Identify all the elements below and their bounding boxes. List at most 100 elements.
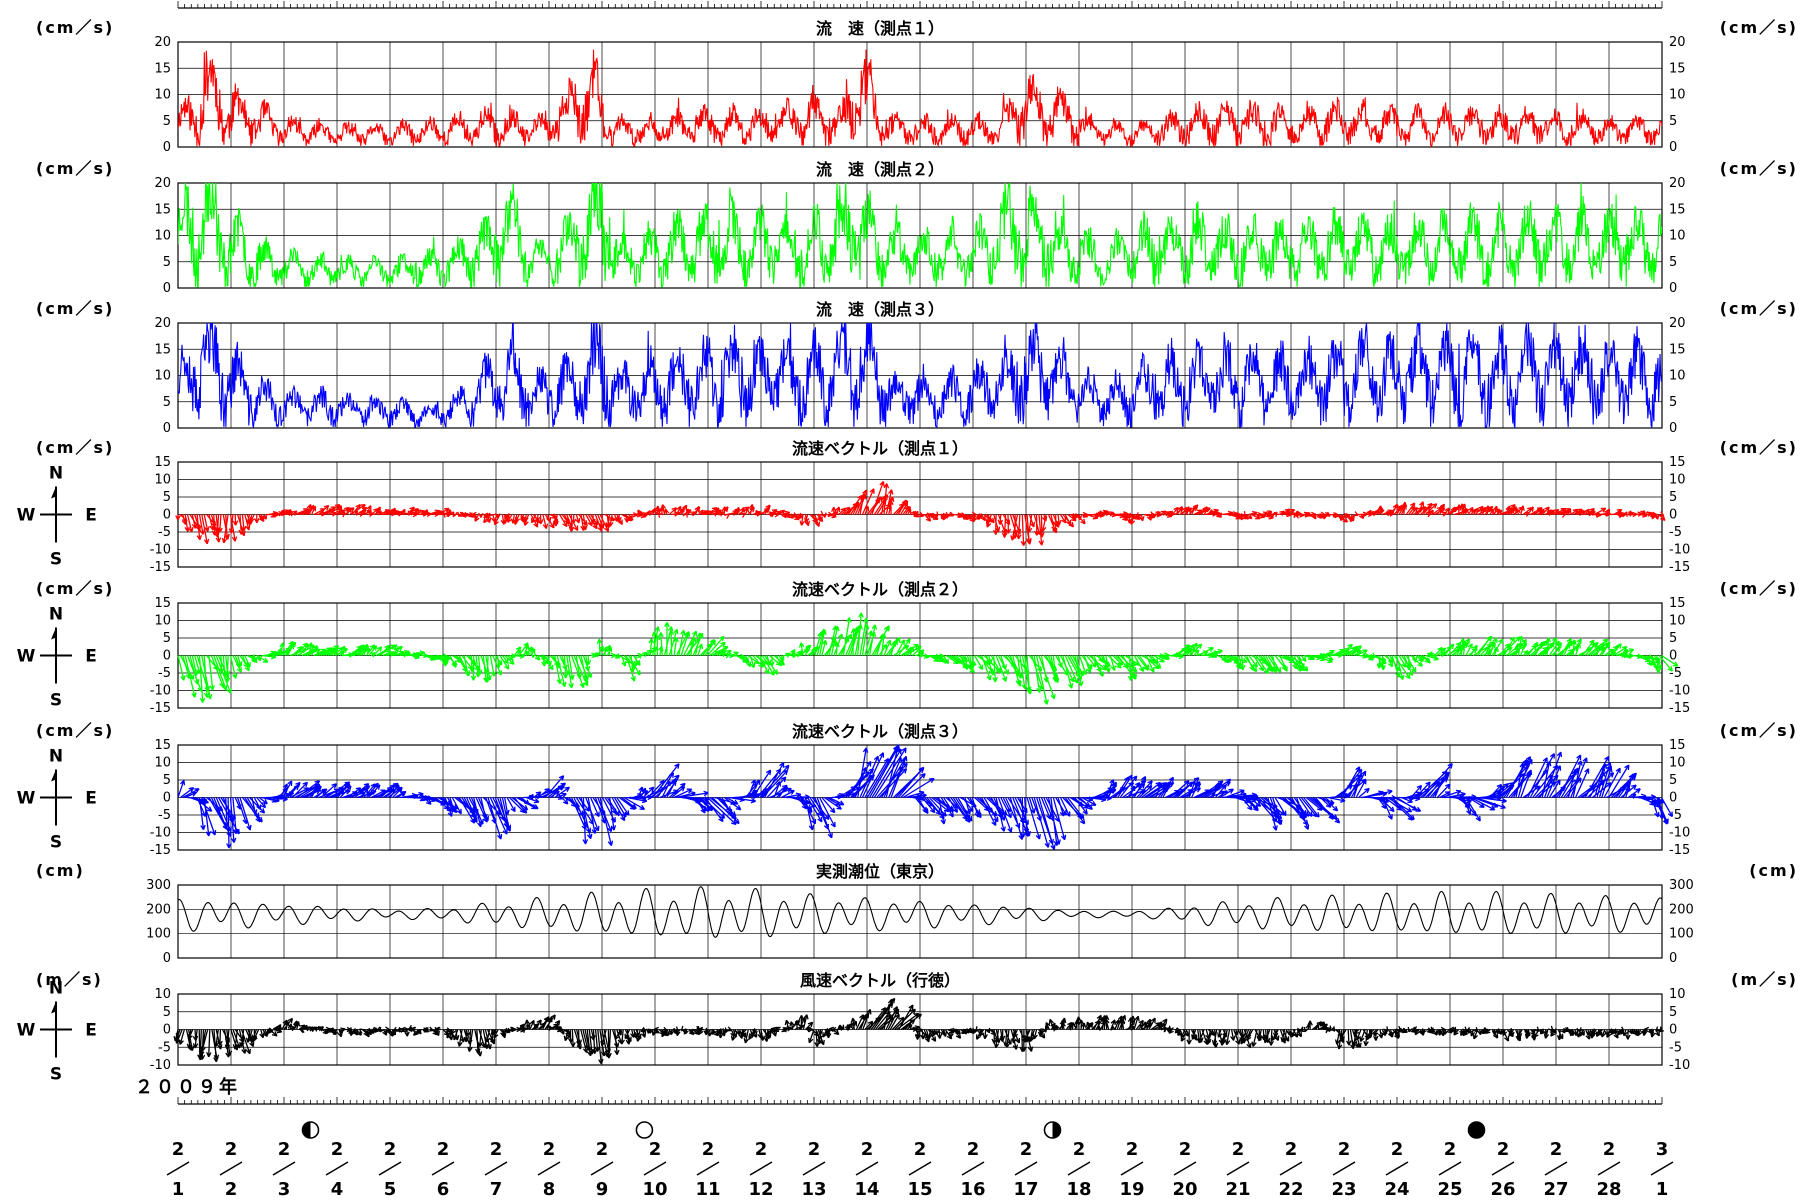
y-tick-label-left: 15 — [154, 596, 171, 611]
y-tick-label-left: 15 — [154, 61, 171, 76]
date-month: 2 — [861, 1139, 874, 1160]
date-separator — [908, 1161, 932, 1176]
y-tick-label-left: -10 — [150, 684, 171, 699]
y-tick-label-right: -5 — [1669, 1040, 1682, 1055]
grid-tide — [178, 884, 1662, 959]
y-tick-label-left: -5 — [158, 525, 171, 540]
date-label: 2 20 — [1172, 1139, 1197, 1200]
compass-rose: N S W E — [17, 605, 97, 711]
panel-speed2: 0 0 5 5 10 10 15 15 20 20 流 速（測点２） (cm／s) (cm／s) — [36, 159, 1796, 296]
date-label: 23 — [272, 1139, 296, 1200]
y-tick-label-right: 0 — [1669, 1023, 1677, 1038]
data-layer-tide — [178, 886, 1662, 938]
y-tick-label-left: 10 — [154, 756, 171, 771]
y-tick-label-left: 10 — [154, 473, 171, 488]
date-month: 2 — [649, 1139, 662, 1160]
panel-wind: -10 -10 -5 -5 0 0 5 5 10 10 風速ベクトル（行徳） (m／s) (m／s) — [36, 970, 1798, 1073]
date-label: 2 10 — [642, 1139, 667, 1200]
compass-roses: N S W E N S W E N S W E N S W E — [17, 464, 97, 1085]
compass-south-label: S — [50, 833, 62, 853]
date-separator — [325, 1161, 349, 1176]
date-day: 17 — [1013, 1179, 1038, 1200]
y-tick-label-right: 5 — [1669, 114, 1677, 129]
compass-rose: N S W E — [17, 747, 97, 853]
data-layer-vec2 — [177, 612, 1679, 705]
date-separator — [431, 1161, 455, 1176]
date-day: 20 — [1172, 1179, 1197, 1200]
y-tick-label-left: 0 — [163, 951, 171, 966]
date-day: 3 — [278, 1179, 291, 1200]
date-day: 22 — [1278, 1179, 1303, 1200]
date-month: 2 — [1020, 1139, 1033, 1160]
date-label: 2 18 — [1066, 1139, 1091, 1200]
chart-panels: 0 0 5 5 10 10 15 15 20 20 流 速（測点１） (cm／s) (cm／s) 0 0 5 5… — [36, 18, 1798, 1073]
date-separator — [1385, 1161, 1409, 1176]
vector-arrows-vec2 — [177, 612, 1679, 705]
y-tick-label-left: 20 — [154, 316, 171, 331]
compass-north-label: N — [49, 979, 63, 999]
unit-label-right-vec3: (cm／s) — [1720, 721, 1798, 740]
date-month: 2 — [967, 1139, 980, 1160]
vector-arrows-vec3 — [177, 744, 1673, 850]
y-tick-label-left: -10 — [150, 826, 171, 841]
y-tick-label-left: -5 — [158, 666, 171, 681]
y-tick-label-right: 15 — [1669, 202, 1686, 217]
y-tick-label-right: 20 — [1669, 35, 1686, 50]
y-tick-label-right: 15 — [1669, 738, 1686, 753]
y-tick-label-right: 0 — [1669, 791, 1677, 806]
date-day: 27 — [1543, 1179, 1568, 1200]
y-tick-label-left: 20 — [154, 35, 171, 50]
y-tick-label-right: -10 — [1669, 684, 1690, 699]
date-label: 2 13 — [801, 1139, 826, 1200]
date-month: 2 — [1550, 1139, 1563, 1160]
y-tick-label-right: 10 — [1669, 229, 1686, 244]
date-label: 22 — [219, 1139, 243, 1200]
date-separator — [696, 1161, 720, 1176]
y-tick-label-left: 5 — [163, 490, 171, 505]
bottom-date-axis: ２００９年 2122232425262728292102112122132142… — [135, 1076, 1674, 1200]
y-tick-label-left: 0 — [163, 1023, 171, 1038]
date-label: 2 28 — [1596, 1139, 1621, 1200]
panel-speed3: 0 0 5 5 10 10 15 15 20 20 流 速（測点３） (cm／s) (cm／s) — [36, 299, 1796, 436]
unit-label-left-speed2: (cm／s) — [36, 159, 114, 178]
date-day: 18 — [1066, 1179, 1091, 1200]
y-tick-label-right: 0 — [1669, 140, 1677, 155]
date-separator — [537, 1161, 561, 1176]
date-day: 6 — [437, 1179, 450, 1200]
data-layer-wind — [173, 997, 1665, 1065]
y-tick-label-left: -15 — [150, 560, 171, 575]
date-label: 2 24 — [1384, 1139, 1409, 1200]
data-layer-speed1 — [178, 49, 1662, 147]
y-tick-label-left: 200 — [146, 902, 171, 917]
unit-label-right-wind: (m／s) — [1731, 970, 1798, 989]
date-separator — [590, 1161, 614, 1176]
date-separator — [1120, 1161, 1144, 1176]
date-day: 1 — [1656, 1179, 1669, 1200]
y-tick-label-right: 5 — [1669, 631, 1677, 646]
date-separator — [961, 1161, 985, 1176]
date-separator — [643, 1161, 667, 1176]
y-tick-label-right: 15 — [1669, 342, 1686, 357]
panel-title-vec3: 流速ベクトル（測点３） — [792, 722, 968, 741]
unit-label-left-vec1: (cm／s) — [36, 438, 114, 457]
date-separator — [1173, 1161, 1197, 1176]
date-month: 3 — [1656, 1139, 1669, 1160]
y-tick-label-right: 10 — [1669, 369, 1686, 384]
series-line-speed3 — [178, 323, 1662, 428]
unit-label-left-speed3: (cm／s) — [36, 299, 114, 318]
date-day: 19 — [1119, 1179, 1144, 1200]
y-tick-label-right: 0 — [1669, 649, 1677, 664]
y-tick-label-left: -15 — [150, 843, 171, 858]
compass-south-label: S — [50, 550, 62, 570]
y-tick-label-right: -15 — [1669, 560, 1690, 575]
panel-title-speed2: 流 速（測点２） — [816, 160, 944, 179]
date-month: 2 — [1444, 1139, 1457, 1160]
y-tick-label-left: 300 — [146, 878, 171, 893]
y-tick-label-right: -10 — [1669, 826, 1690, 841]
date-separator — [378, 1161, 402, 1176]
data-layer-vec3 — [177, 744, 1673, 850]
date-label: 2 26 — [1490, 1139, 1515, 1200]
panel-title-tide: 実測潮位（東京） — [816, 862, 944, 881]
date-separator — [1279, 1161, 1303, 1176]
